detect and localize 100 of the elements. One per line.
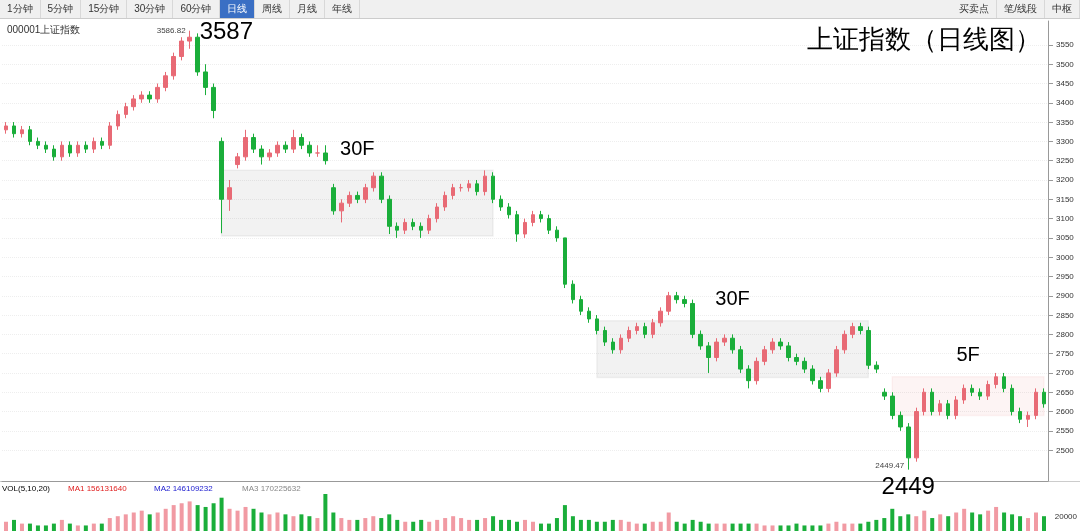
candlestick <box>171 52 176 81</box>
candlestick <box>682 295 687 308</box>
bar <box>594 521 599 531</box>
y-tick-label: 3500 <box>1056 59 1075 69</box>
y-tick-label: 2800 <box>1056 329 1075 339</box>
bar <box>483 518 488 531</box>
bar <box>339 518 344 531</box>
bar <box>962 508 967 531</box>
bar <box>299 514 304 531</box>
bar <box>738 523 743 531</box>
y-tick-label: 2850 <box>1056 310 1075 320</box>
bar <box>722 523 727 531</box>
text: 周线 <box>254 0 290 18</box>
bar <box>994 506 999 531</box>
candlestick <box>227 179 232 212</box>
candlestick <box>395 221 399 239</box>
candlestick <box>355 191 360 204</box>
bar <box>1042 516 1047 531</box>
bar <box>914 516 919 531</box>
bar <box>459 518 464 531</box>
bar <box>411 521 416 531</box>
bar <box>115 516 120 531</box>
candlestick <box>595 314 599 335</box>
bar <box>275 512 280 531</box>
candlestick <box>770 337 775 355</box>
bar <box>690 519 695 531</box>
y-tick-label: 3400 <box>1056 98 1075 108</box>
text: 30分钟 <box>127 0 174 18</box>
bar <box>1002 512 1007 531</box>
candlestick <box>323 144 328 166</box>
text: 5分钟 <box>40 0 82 18</box>
bar <box>195 505 200 531</box>
bar <box>538 523 543 531</box>
bar <box>427 521 432 531</box>
candlestick <box>603 326 607 347</box>
y-tick-label: 3150 <box>1056 194 1075 204</box>
text: 年线 <box>324 0 360 18</box>
candlestick <box>619 333 623 355</box>
candlestick <box>890 391 895 420</box>
bar <box>986 510 991 531</box>
bar <box>515 521 520 531</box>
candlestick <box>515 210 519 243</box>
bar <box>610 519 615 531</box>
bar <box>491 516 496 531</box>
candlestick <box>802 357 807 374</box>
bar <box>666 512 671 531</box>
text: 月线 <box>289 0 325 18</box>
bar <box>131 512 136 531</box>
bar <box>35 525 40 531</box>
candlestick <box>611 337 615 355</box>
bar <box>147 514 152 531</box>
bar <box>171 505 176 531</box>
candlestick <box>195 32 200 77</box>
candlestick <box>219 137 224 234</box>
y-tick-label: 2500 <box>1056 445 1075 455</box>
bar <box>139 510 144 531</box>
candlestick <box>275 140 280 158</box>
y-tick-label: 3000 <box>1056 252 1075 262</box>
bar <box>954 512 959 531</box>
bar <box>323 494 328 531</box>
bar <box>634 523 639 531</box>
candlestick <box>666 291 671 316</box>
text: MA2 146109232 <box>154 483 214 493</box>
y-tick-label: 2700 <box>1056 368 1075 378</box>
bar <box>387 514 392 531</box>
bar <box>267 514 272 531</box>
candlestick <box>1026 411 1030 428</box>
bar <box>203 506 208 531</box>
y-tick-label: 2650 <box>1056 387 1075 397</box>
candlestick <box>858 322 863 335</box>
bar <box>586 519 591 531</box>
bar <box>235 510 240 531</box>
candlestick <box>52 144 56 162</box>
candlestick <box>946 399 950 420</box>
bar <box>523 519 527 531</box>
candlestick <box>283 140 288 154</box>
candlestick <box>794 353 799 366</box>
text: MA1 156131640 <box>68 483 128 493</box>
bar <box>714 523 719 531</box>
candlestick <box>874 360 879 374</box>
text: 15分钟 <box>81 0 128 18</box>
bar <box>227 508 232 531</box>
candlestick <box>826 368 831 393</box>
bar <box>730 523 735 531</box>
bar <box>786 525 791 531</box>
candlestick <box>531 210 535 227</box>
y-tick-label: 2750 <box>1056 349 1075 359</box>
candlestick <box>1018 407 1022 424</box>
candlestick <box>299 133 304 150</box>
bar <box>618 519 623 531</box>
bar <box>938 514 943 531</box>
bar <box>818 525 823 531</box>
chart-title: 上证指数（日线图） <box>807 24 1041 54</box>
text: 1分钟 <box>0 0 41 18</box>
candlestick <box>555 225 559 243</box>
candlestick <box>100 137 104 150</box>
bar <box>642 523 647 531</box>
bar <box>259 512 264 531</box>
candlestick <box>547 214 551 235</box>
bar <box>419 519 424 531</box>
